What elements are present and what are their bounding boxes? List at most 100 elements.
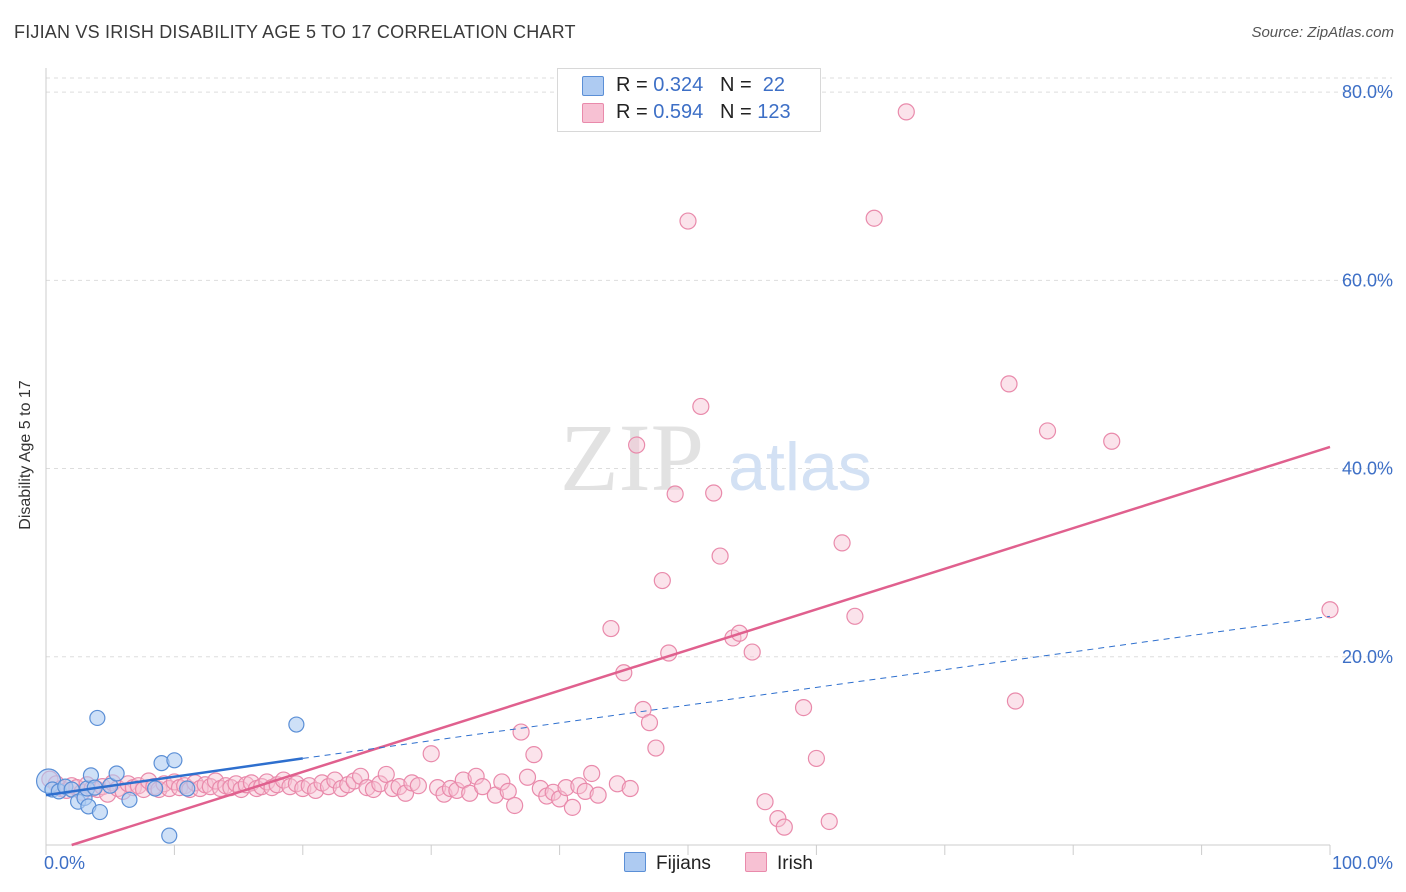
irish-point xyxy=(705,484,723,502)
fijian-point xyxy=(108,765,125,782)
fijian-point xyxy=(288,716,305,733)
fijian-trend-dashed xyxy=(302,615,1331,759)
irish-point xyxy=(794,698,813,717)
bottom-legend: Fijians Irish xyxy=(0,852,1406,878)
irish-point xyxy=(512,723,530,741)
irish-point xyxy=(865,209,883,227)
y-tick-label: 40.0% xyxy=(1342,459,1393,479)
irish-point xyxy=(390,778,408,796)
irish-point xyxy=(371,775,389,793)
bottom-legend-swatch-irish xyxy=(745,852,767,872)
irish-point xyxy=(473,778,492,796)
fijian-point xyxy=(147,780,164,797)
legend-r-value-fijians: 0.324 xyxy=(653,74,704,96)
irish-point xyxy=(692,397,710,416)
irish-point xyxy=(563,798,582,816)
irish-point xyxy=(589,786,607,804)
x-tick-label-max: 100.0% xyxy=(1332,853,1393,873)
irish-point xyxy=(506,796,524,815)
irish-point xyxy=(1038,422,1057,440)
irish-point xyxy=(711,547,729,565)
legend-n-value-irish: 123 xyxy=(757,101,791,123)
irish-point xyxy=(846,607,864,625)
legend-n-label: N = xyxy=(719,101,758,123)
irish-point xyxy=(602,619,620,638)
watermark: ZIP atlas xyxy=(560,404,872,511)
irish-point xyxy=(628,436,646,454)
irish-point xyxy=(1103,432,1121,450)
bottom-legend-label-irish: Irish xyxy=(777,853,813,874)
fijian-point xyxy=(161,827,178,844)
legend: R = 0.324 N = 22 R = 0.594 N = 123 xyxy=(557,68,821,132)
bottom-legend-fijians: Fijians xyxy=(624,852,711,875)
irish-point xyxy=(769,810,787,828)
irish-point xyxy=(640,714,659,732)
legend-r-label: R = xyxy=(616,101,654,123)
irish-point xyxy=(358,778,376,797)
irish-point xyxy=(384,779,402,798)
irish-point xyxy=(422,745,440,763)
y-tick-label: 80.0% xyxy=(1342,82,1393,102)
irish-point xyxy=(1321,601,1339,619)
irish-point xyxy=(743,643,761,661)
irish-point xyxy=(679,212,697,230)
irish-point xyxy=(518,768,537,786)
irish-point xyxy=(1000,375,1018,393)
chart-title: FIJIAN VS IRISH DISABILITY AGE 5 TO 17 C… xyxy=(14,22,576,42)
irish-point xyxy=(396,784,415,802)
fijian-point xyxy=(166,752,183,769)
irish-point xyxy=(326,771,344,789)
axis-layer xyxy=(45,68,1331,855)
bottom-legend-label-fijians: Fijians xyxy=(656,853,711,874)
irish-point xyxy=(1006,692,1025,710)
irish-point xyxy=(493,773,511,791)
irish-point xyxy=(647,739,665,757)
irish-points xyxy=(41,103,1339,836)
source-label: Source: ZipAtlas.com xyxy=(1251,24,1394,41)
irish-point xyxy=(583,764,601,783)
fijian-points xyxy=(35,709,305,844)
irish-point xyxy=(467,767,485,785)
fijian-trend-solid xyxy=(45,757,303,797)
irish-trend-line xyxy=(71,445,1331,847)
irish-point xyxy=(319,778,338,796)
y-tick-label: 60.0% xyxy=(1342,270,1393,290)
irish-point xyxy=(807,749,826,768)
watermark-atlas: atlas xyxy=(728,429,872,505)
irish-point xyxy=(666,485,684,503)
tick-label-layer: 20.0% 40.0% 60.0% 80.0% 0.0% 100.0% xyxy=(44,82,1393,873)
fijian-point xyxy=(179,780,196,797)
irish-point xyxy=(429,778,447,797)
irish-point xyxy=(448,781,466,800)
irish-point xyxy=(621,779,639,798)
x-tick-label-min: 0.0% xyxy=(44,853,85,873)
legend-r-label: R = xyxy=(616,74,654,96)
irish-point xyxy=(897,103,915,121)
irish-point xyxy=(409,777,427,795)
fijian-point xyxy=(91,803,109,821)
bottom-legend-irish: Irish xyxy=(745,852,813,875)
legend-n-value-fijians: 22 xyxy=(757,74,786,96)
irish-point xyxy=(576,782,594,800)
irish-point xyxy=(557,778,575,797)
legend-swatch-fijians xyxy=(582,76,604,96)
irish-point xyxy=(820,812,838,831)
irish-point xyxy=(653,571,671,590)
legend-r-value-irish: 0.594 xyxy=(653,101,704,123)
legend-n-label: N = xyxy=(719,74,758,96)
irish-point xyxy=(544,783,562,801)
y-tick-label: 20.0% xyxy=(1342,647,1393,667)
bottom-legend-swatch-fijians xyxy=(624,852,646,872)
irish-point xyxy=(756,793,774,811)
irish-point xyxy=(441,779,460,798)
irish-point xyxy=(608,775,626,793)
watermark-zip: ZIP xyxy=(560,404,704,511)
grid-layer xyxy=(46,77,1392,658)
legend-swatch-irish xyxy=(582,103,604,123)
trend-layer xyxy=(45,445,1331,847)
fijian-point xyxy=(89,709,106,727)
fijian-point xyxy=(121,791,138,808)
irish-point xyxy=(833,534,851,552)
irish-point xyxy=(377,765,395,784)
